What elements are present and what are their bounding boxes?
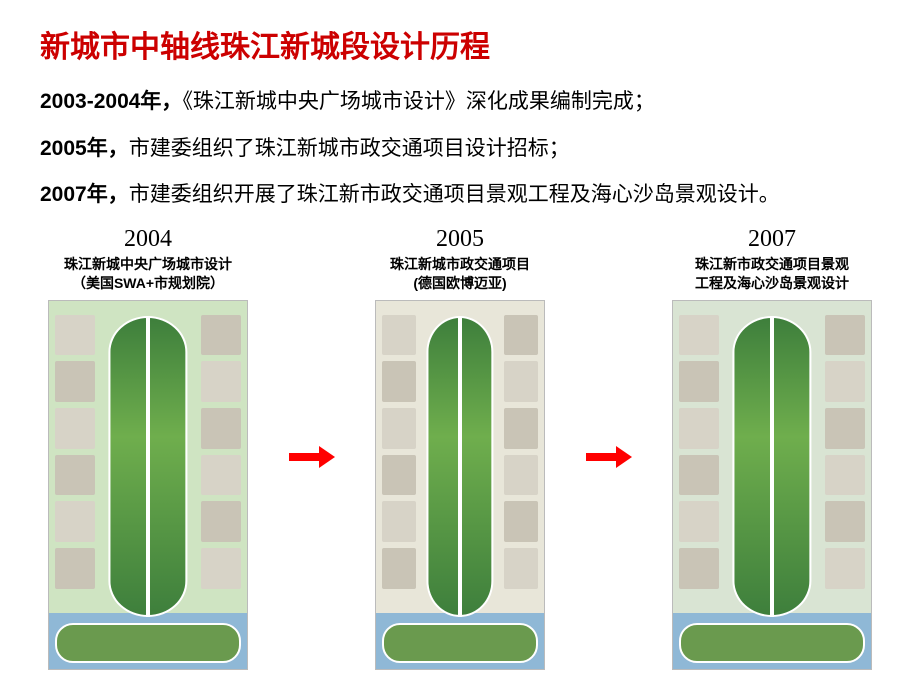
arrow-2	[579, 272, 639, 642]
text-span-2: 市建委组织了珠江新城市政交通项目设计招标；	[129, 137, 570, 160]
caption-2007: 珠江新市政交通项目景观 工程及海心沙岛景观设计	[695, 255, 849, 294]
plan-column-2007: 2007 珠江新市政交通项目景观 工程及海心沙岛景观设计	[672, 226, 872, 670]
plan-image-2005	[375, 300, 545, 670]
slide-page: 新城市中轴线珠江新城段设计历程 2003-2004年，《珠江新城中央广场城市设计…	[0, 0, 920, 670]
caption-2007-line2: 工程及海心沙岛景观设计	[695, 275, 849, 291]
plan-gallery: 2004 珠江新城中央广场城市设计 （美国SWA+市规划院） 2005 珠江新城…	[40, 226, 880, 670]
plan-image-2004	[48, 300, 248, 670]
plan-image-2007	[672, 300, 872, 670]
text-span-3: 市建委组织开展了珠江新市政交通项目景观工程及海心沙岛景观设计。	[129, 183, 780, 206]
year-span-3: 2007年，	[40, 183, 129, 206]
year-label-2005: 2005	[436, 226, 484, 253]
year-label-2004: 2004	[124, 226, 172, 253]
caption-2005: 珠江新城市政交通项目 (德国欧博迈亚)	[390, 255, 530, 294]
caption-2005-line1: 珠江新城市政交通项目	[390, 256, 530, 272]
plan-column-2004: 2004 珠江新城中央广场城市设计 （美国SWA+市规划院）	[48, 226, 248, 670]
plan-column-2005: 2005 珠江新城市政交通项目 (德国欧博迈亚)	[375, 226, 545, 670]
caption-2004: 珠江新城中央广场城市设计 （美国SWA+市规划院）	[64, 255, 232, 294]
arrow-1	[282, 272, 342, 642]
arrow-icon	[586, 448, 632, 466]
caption-2005-line2: (德国欧博迈亚)	[413, 275, 506, 291]
caption-2004-line1: 珠江新城中央广场城市设计	[64, 256, 232, 272]
paragraph-1: 2003-2004年，《珠江新城中央广场城市设计》深化成果编制完成；	[40, 86, 880, 119]
year-span-2: 2005年，	[40, 137, 129, 160]
text-span-1: 《珠江新城中央广场城市设计》深化成果编制完成；	[182, 90, 655, 113]
caption-2004-line2: （美国SWA+市规划院）	[72, 275, 224, 291]
year-label-2007: 2007	[748, 226, 796, 253]
caption-2007-line1: 珠江新市政交通项目景观	[695, 256, 849, 272]
paragraph-2: 2005年，市建委组织了珠江新城市政交通项目设计招标；	[40, 133, 880, 166]
year-span-1: 2003-2004年，	[40, 90, 182, 113]
page-title: 新城市中轴线珠江新城段设计历程	[40, 22, 880, 66]
paragraph-3: 2007年，市建委组织开展了珠江新市政交通项目景观工程及海心沙岛景观设计。	[40, 179, 880, 212]
arrow-icon	[289, 448, 335, 466]
